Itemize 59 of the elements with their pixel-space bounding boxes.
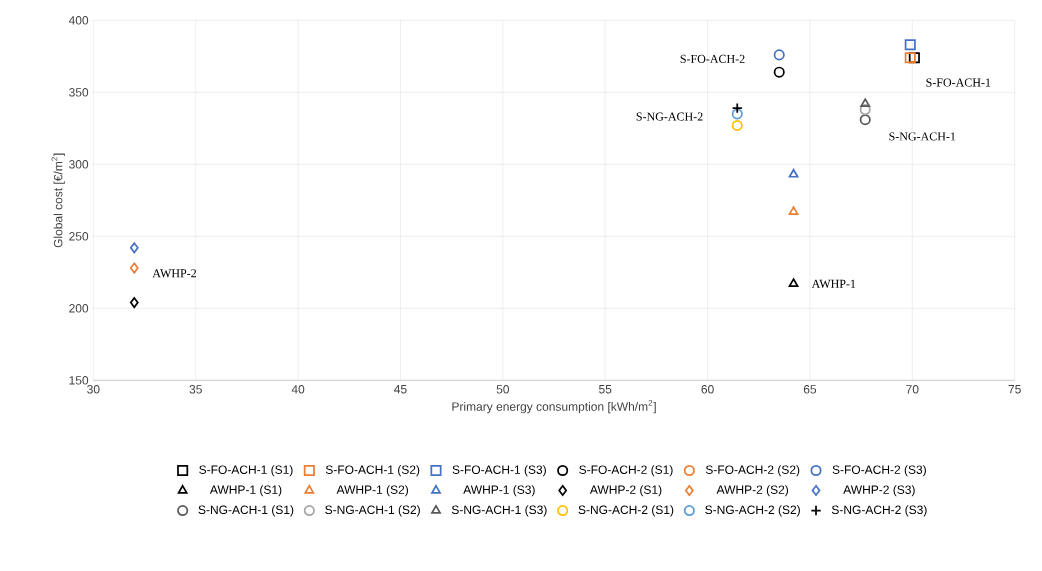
legend-label: S-FO-ACH-2 (S2) xyxy=(705,465,800,477)
y-axis-title: Global cost [€/m$^{2}$] xyxy=(51,153,65,248)
point xyxy=(731,102,743,114)
x-tick-label: 75 xyxy=(1008,385,1021,394)
point xyxy=(788,168,799,178)
x-tick-label: 45 xyxy=(394,385,407,394)
y-tick-label: 150 xyxy=(69,376,89,385)
x-tick-label: 55 xyxy=(599,385,612,394)
legend-label: S-NG-ACH-2 (S2) xyxy=(705,505,800,517)
legend-label: AWHP-2 (S2) xyxy=(716,485,789,497)
annotation: S-NG-ACH-2 xyxy=(636,112,703,121)
legend-label: AWHP-2 (S3) xyxy=(843,485,915,497)
point xyxy=(731,119,743,131)
legend-label: S-FO-ACH-1 (S2) xyxy=(325,465,420,477)
legend-label: S-FO-ACH-2 (S3) xyxy=(832,465,926,477)
x-tick-label: 35 xyxy=(189,385,202,394)
point xyxy=(860,98,871,108)
x-tick-label: 70 xyxy=(906,385,919,394)
point xyxy=(773,66,785,78)
legend-label: S-FO-ACH-1 (S1) xyxy=(199,465,293,477)
point xyxy=(908,52,920,64)
x-tick-label: 65 xyxy=(803,385,817,394)
x-tick-label: 30 xyxy=(87,385,100,394)
legend-label: AWHP-2 (S1) xyxy=(589,485,662,497)
legend-label: S-NG-ACH-2 (S3) xyxy=(831,505,927,517)
y-tick-label: 400 xyxy=(68,16,89,25)
point xyxy=(129,242,139,254)
x-tick-label: 60 xyxy=(701,385,714,394)
annotation: S-NG-ACH-1 xyxy=(889,132,956,141)
y-tick-label: 250 xyxy=(69,232,89,241)
x-axis-title: Primary energy consumption [kWh/m$^{2}$] xyxy=(452,400,656,414)
legend-label: S-FO-ACH-1 (S3) xyxy=(452,465,546,477)
point xyxy=(904,39,916,51)
legend-label: AWHP-1 (S1) xyxy=(209,485,282,497)
point xyxy=(129,262,139,274)
y-tick-label: 350 xyxy=(69,88,89,97)
legend-label: S-NG-ACH-1 (S2) xyxy=(325,505,420,517)
point xyxy=(859,114,871,126)
legend-label: S-NG-ACH-2 (S1) xyxy=(578,505,674,517)
legend-label: AWHP-1 (S3) xyxy=(463,485,535,497)
legend-label: S-NG-ACH-1 (S3) xyxy=(451,505,547,517)
point xyxy=(859,104,871,116)
point xyxy=(788,278,799,288)
legend-label: S-FO-ACH-2 (S1) xyxy=(579,465,673,477)
x-tick-label: 40 xyxy=(291,385,305,394)
annotation: AWHP-1 xyxy=(811,279,856,288)
point xyxy=(773,49,785,61)
point xyxy=(904,52,916,64)
legend-label: S-NG-ACH-1 (S1) xyxy=(198,505,294,517)
annotation: S-FO-ACH-1 xyxy=(926,78,991,87)
annotation: S-FO-ACH-2 xyxy=(680,54,745,63)
y-tick-label: 300 xyxy=(69,160,89,169)
x-tick-label: 50 xyxy=(496,385,510,394)
y-tick-label: 200 xyxy=(69,304,89,313)
point xyxy=(788,206,799,216)
legend-label: AWHP-1 (S2) xyxy=(336,485,409,497)
point xyxy=(129,297,139,309)
point xyxy=(731,108,743,120)
annotation: AWHP-2 xyxy=(152,269,197,278)
